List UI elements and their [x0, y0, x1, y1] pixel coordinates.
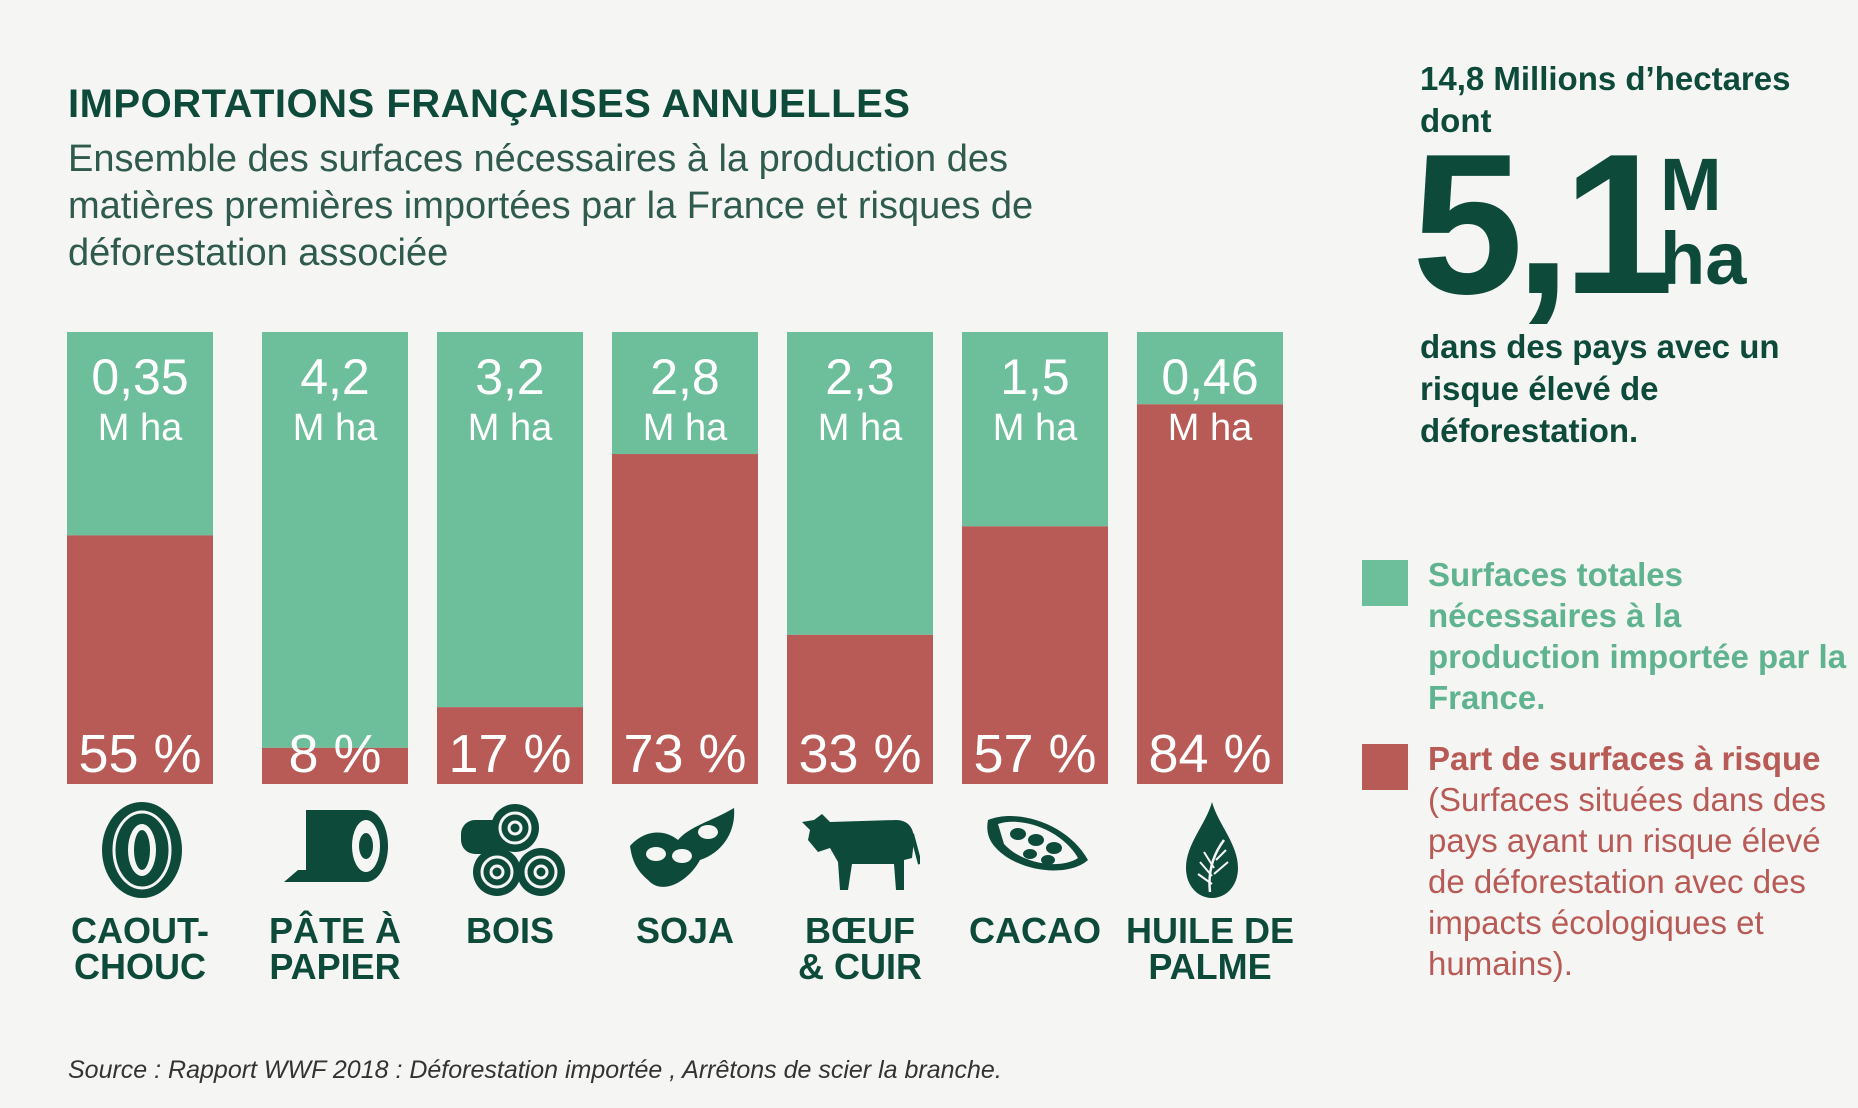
bar-total-value-3: 2,8	[650, 349, 720, 405]
bar-risk-3	[612, 454, 758, 784]
bar-total-unit-0: M ha	[98, 407, 183, 449]
oil-drop-icon	[1152, 800, 1272, 900]
category-icons	[0, 800, 1300, 900]
bar-total-4	[787, 332, 933, 635]
chart-title: IMPORTATIONS FRANÇAISES ANNUELLES	[68, 82, 911, 126]
logs-icon	[453, 800, 573, 900]
bar-risk-6	[1137, 404, 1283, 784]
bar-total-5	[962, 332, 1108, 527]
bar-total-value-1: 4,2	[300, 349, 370, 405]
category-label-0-0: CAOUT-	[71, 910, 209, 951]
category-label-0-1: CHOUC	[74, 946, 206, 987]
bar-risk-percent-0: 55 %	[78, 724, 201, 784]
category-label-3-0: SOJA	[636, 910, 734, 951]
bar-total-value-4: 2,3	[825, 349, 895, 405]
bar-risk-4	[787, 634, 933, 784]
cow-icon	[800, 800, 920, 900]
category-label-1-1: PAPIER	[269, 946, 400, 987]
bar-risk-1	[262, 747, 408, 784]
bar-total-unit-6: M ha	[1168, 407, 1253, 449]
bar-risk-percent-1: 8 %	[288, 724, 381, 784]
bar-total-6	[1137, 332, 1283, 405]
bar-total-1	[262, 332, 408, 748]
risk-area-big-number: 5,1	[1412, 113, 1674, 336]
bar-total-value-6: 0,46	[1161, 349, 1258, 405]
bar-total-unit-2: M ha	[468, 407, 553, 449]
bar-total-0	[67, 332, 213, 536]
category-label-4-1: & CUIR	[798, 946, 922, 987]
legend-risk-bold: Part de surfaces à risque	[1428, 740, 1821, 777]
bar-risk-2	[437, 707, 583, 784]
chart-subtitle: Ensemble des surfaces nécessaires à la p…	[68, 138, 1034, 274]
bar-risk-percent-5: 57 %	[973, 724, 1096, 784]
total-area-intro: 14,8 Millions d’hectares dont	[1420, 60, 1791, 139]
bar-risk-0	[67, 535, 213, 784]
category-label-5-0: CACAO	[969, 910, 1101, 951]
cacao-pod-icon	[978, 800, 1098, 900]
bar-total-unit-1: M ha	[293, 407, 378, 449]
category-label-1-0: PÂTE À	[269, 909, 401, 951]
legend-label-total: Surfaces totales nécessaires à la produc…	[1428, 556, 1847, 716]
risk-area-outro: dans des pays avec un risque élevé de dé…	[1420, 328, 1780, 449]
category-label-4-0: BŒUF	[805, 910, 915, 951]
legend-swatch-total	[1362, 560, 1408, 606]
bar-total-unit-4: M ha	[818, 407, 903, 449]
soybean-icon	[626, 800, 746, 900]
category-label-6-0: HUILE DE	[1126, 910, 1294, 951]
legend-swatch-risk	[1362, 744, 1408, 790]
paper-roll-icon	[276, 800, 396, 900]
category-label-2-0: BOIS	[466, 910, 554, 951]
bar-total-value-5: 1,5	[1000, 349, 1070, 405]
bar-risk-percent-6: 84 %	[1148, 724, 1271, 784]
tire-icon	[82, 800, 202, 900]
bar-total-unit-3: M ha	[643, 407, 728, 449]
bar-risk-percent-4: 33 %	[798, 724, 921, 784]
bar-risk-5	[962, 526, 1108, 784]
bar-total-unit-5: M ha	[993, 407, 1078, 449]
bar-risk-percent-3: 73 %	[623, 724, 746, 784]
bar-total-value-2: 3,2	[475, 349, 545, 405]
risk-area-unit-ha: ha	[1660, 217, 1747, 300]
source-note: Source : Rapport WWF 2018 : Déforestatio…	[68, 1056, 1002, 1084]
category-label-6-1: PALME	[1148, 946, 1271, 987]
bar-total-2	[437, 332, 583, 708]
legend-risk-detail: (Surfaces situées dans des pays ayant un…	[1428, 781, 1827, 982]
legend-label-risk: Part de surfaces à risque (Surfaces situ…	[1428, 738, 1848, 984]
risk-area-unit-m: M	[1660, 143, 1722, 226]
bar-total-3	[612, 332, 758, 455]
bar-total-value-0: 0,35	[91, 349, 188, 405]
bar-risk-percent-2: 17 %	[448, 724, 571, 784]
